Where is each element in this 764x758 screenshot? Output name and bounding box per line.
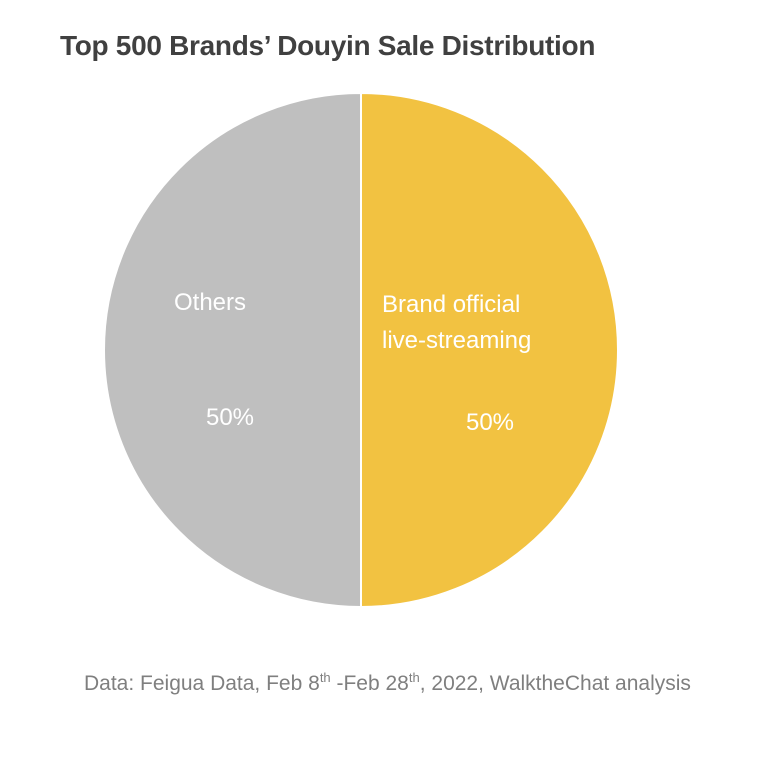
chart-title: Top 500 Brands’ Douyin Sale Distribution [60,30,596,61]
source-sup-1: th [319,670,331,685]
pie-slice [360,91,619,609]
slice-label: Others [174,289,246,316]
source-text-2: -Feb 28 [330,672,409,695]
slice-value-label: 50% [206,404,254,431]
source-note: Data: Feigua Data, Feb 8th -Feb 28th, 20… [84,668,744,700]
source-sup-2: th [408,670,420,685]
source-text-3: , 2022, WalktheChat analysis [419,672,691,695]
slice-value-label: 50% [466,409,514,436]
source-text-1: Data: Feigua Data, Feb 8 [84,672,320,695]
pie-slice [103,91,362,609]
slice-label: Brand official live-streaming [382,291,531,354]
